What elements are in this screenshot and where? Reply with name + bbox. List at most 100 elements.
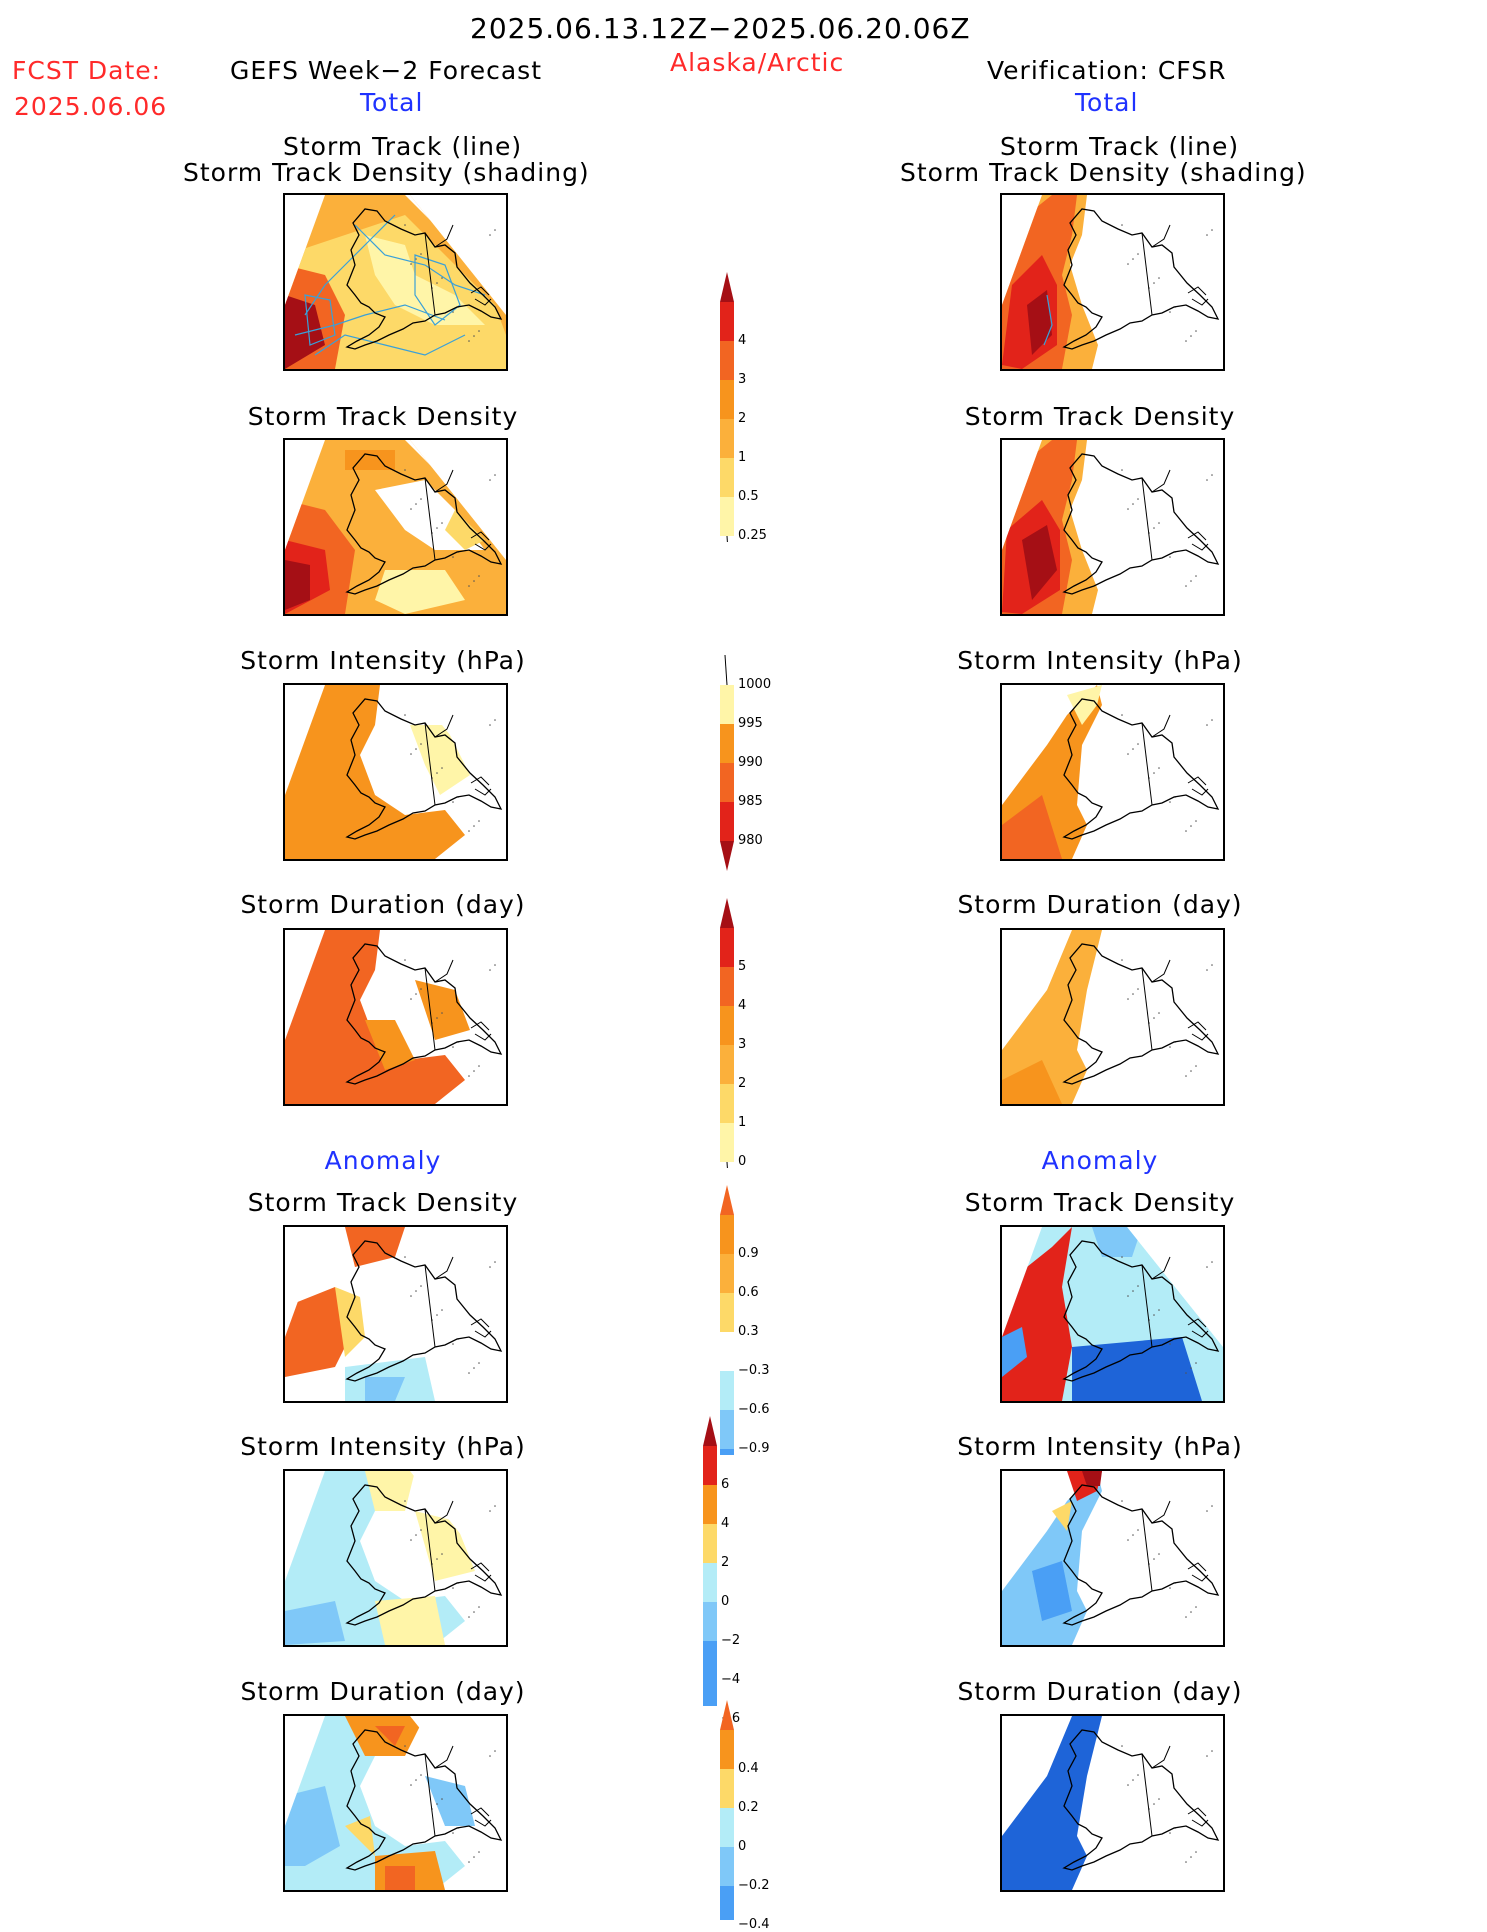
colorbar-segment bbox=[720, 1886, 734, 1925]
left-anom-intensity-title: Storm Intensity (hPa) bbox=[240, 1432, 526, 1461]
coastline bbox=[1062, 453, 1220, 595]
fcst-date-label: FCST Date: bbox=[12, 56, 162, 85]
colorbar-tick-label: 985 bbox=[738, 794, 763, 809]
colorbar-tick-label: 1 bbox=[738, 1115, 747, 1130]
colorbar-segment bbox=[720, 380, 734, 419]
colorbar-tick-label: 2 bbox=[738, 1076, 747, 1091]
coastline bbox=[345, 453, 503, 595]
shading-region bbox=[1027, 290, 1052, 355]
colorbar-tick-label: 4 bbox=[738, 333, 747, 348]
shading-region bbox=[285, 930, 465, 1104]
colorbar-tick-label: 4 bbox=[738, 998, 747, 1013]
colorbar-tick-label: −0.9 bbox=[738, 1441, 770, 1456]
shading-region bbox=[375, 570, 465, 614]
colorbar-tick-label: 980 bbox=[738, 833, 763, 848]
shading-region bbox=[365, 1020, 415, 1070]
colorbar-segment bbox=[720, 1123, 734, 1162]
colorbar-tick-label: 1000 bbox=[738, 677, 772, 692]
colorbar-segment bbox=[720, 928, 734, 967]
colorbar-tick-label: 5 bbox=[738, 959, 747, 974]
colorbar-segment bbox=[720, 1006, 734, 1045]
colorbar-segment bbox=[720, 1808, 734, 1847]
colorbar-segment bbox=[720, 341, 734, 380]
colorbar-segment bbox=[720, 1371, 734, 1410]
map-left-duration bbox=[283, 928, 508, 1106]
colorbar-segment bbox=[720, 1332, 734, 1371]
storm-track-line bbox=[1043, 294, 1053, 346]
left-track-line-title: Storm Track (line) bbox=[283, 132, 523, 161]
colorbar-segment bbox=[720, 1730, 734, 1769]
map-right-track bbox=[1000, 193, 1225, 371]
coastline bbox=[345, 1484, 503, 1626]
coastline bbox=[345, 698, 503, 840]
colorbar-tick-label: 0.5 bbox=[738, 489, 759, 504]
colorbar-extend-upper bbox=[720, 1700, 734, 1730]
colorbar-tick-label: 995 bbox=[738, 716, 763, 731]
shading-region bbox=[285, 560, 310, 610]
right-anomaly-label: Anomaly bbox=[1041, 1146, 1159, 1175]
colorbar-tick-label: 990 bbox=[738, 755, 763, 770]
colorbar-intensity: 1000 995 990 985 980 bbox=[712, 645, 792, 885]
colorbar-tick-label: 0 bbox=[721, 1594, 730, 1609]
colorbar-segment bbox=[720, 967, 734, 1006]
map-right-duration bbox=[1000, 928, 1225, 1106]
right-total-label: Total bbox=[1075, 88, 1139, 117]
coastline bbox=[1062, 1240, 1220, 1382]
colorbar-tick-label: −2 bbox=[721, 1633, 741, 1648]
coastline bbox=[1062, 1484, 1220, 1626]
map-right-anom-duration bbox=[1000, 1714, 1225, 1892]
map-right-anom-density bbox=[1000, 1225, 1225, 1403]
storm-track-line bbox=[314, 334, 466, 356]
shading-region bbox=[1092, 1227, 1142, 1257]
colorbar-extend-upper bbox=[720, 898, 734, 928]
colorbar-tick-label: 2 bbox=[738, 411, 747, 426]
map-left-anom-density bbox=[283, 1225, 508, 1403]
left-column-title: GEFS Week−2 Forecast bbox=[230, 56, 543, 85]
colorbar-tick-label: 3 bbox=[738, 1037, 747, 1052]
right-track-line-title: Storm Track (line) bbox=[1000, 132, 1240, 161]
colorbar-tick-label: 4 bbox=[721, 1516, 730, 1531]
storm-track-line bbox=[414, 254, 461, 326]
left-intensity-title: Storm Intensity (hPa) bbox=[240, 646, 526, 675]
storm-track-line bbox=[354, 224, 486, 296]
colorbar-tick-label: 1 bbox=[738, 450, 747, 465]
shading-region bbox=[285, 1287, 355, 1377]
colorbar-tick-label: −0.3 bbox=[738, 1363, 770, 1378]
colorbar-segment bbox=[720, 685, 734, 724]
left-anomaly-label: Anomaly bbox=[324, 1146, 442, 1175]
colorbar-segment bbox=[720, 1215, 734, 1254]
colorbar-tick-label: 0.2 bbox=[738, 1800, 759, 1815]
shading-region bbox=[335, 1287, 365, 1357]
colorbar-segment bbox=[720, 1847, 734, 1886]
shading-region bbox=[385, 1866, 415, 1890]
colorbar-segment bbox=[703, 1446, 717, 1485]
right-density-title: Storm Track Density bbox=[964, 402, 1236, 431]
colorbar-extend-lower bbox=[720, 841, 734, 871]
shading-region bbox=[415, 980, 470, 1040]
map-right-intensity bbox=[1000, 683, 1225, 861]
colorbar-segment bbox=[720, 1769, 734, 1808]
colorbar-tick-label: 6 bbox=[721, 1477, 730, 1492]
shading-region bbox=[445, 510, 485, 550]
colorbar-segment bbox=[703, 1641, 717, 1680]
map-left-anom-intensity bbox=[283, 1469, 508, 1647]
colorbar-segment bbox=[703, 1524, 717, 1563]
right-intensity-title: Storm Intensity (hPa) bbox=[957, 646, 1243, 675]
shading-region bbox=[1082, 1471, 1102, 1486]
shading-region bbox=[1067, 685, 1102, 725]
map-left-track bbox=[283, 193, 508, 371]
shading-region bbox=[1052, 1501, 1072, 1531]
colorbar-tick-label: 0.25 bbox=[738, 528, 767, 543]
colorbar-segment bbox=[720, 302, 734, 341]
colorbar-segment bbox=[720, 1254, 734, 1293]
shading-region bbox=[410, 725, 470, 795]
right-anom-density-title: Storm Track Density bbox=[964, 1188, 1236, 1217]
right-track-shading-title: Storm Track Density (shading) bbox=[900, 158, 1307, 187]
shading-region bbox=[365, 1377, 405, 1401]
shading-region bbox=[1002, 930, 1102, 1104]
colorbar-tick-label: 2 bbox=[721, 1555, 730, 1570]
shading-region bbox=[1002, 1060, 1062, 1104]
colorbar-segment bbox=[720, 497, 734, 536]
fcst-date-value: 2025.06.06 bbox=[14, 92, 168, 121]
